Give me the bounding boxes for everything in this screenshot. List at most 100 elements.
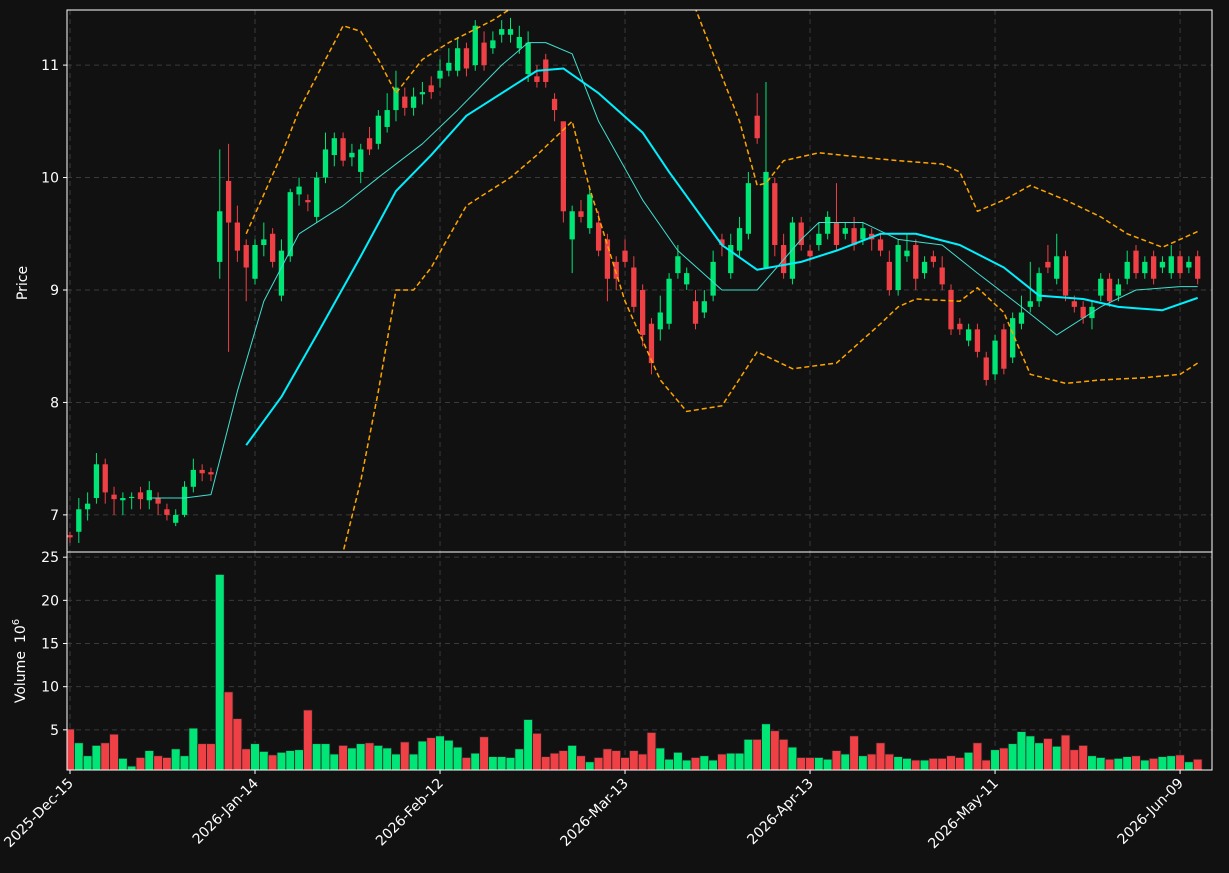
volume-bar [981,759,992,770]
candle-body [234,222,241,251]
volume-bar [673,751,683,770]
volume-bar [769,730,780,770]
y-tick-label: 7 [50,508,59,524]
volume-bar [144,750,155,770]
volume-bar [549,752,560,770]
volume-bar [514,748,525,770]
volume-bar [937,757,947,770]
volume-bar [426,737,437,770]
candle-body [983,357,989,380]
candle-body [454,48,461,71]
candle-body [137,492,144,500]
candle-body [772,183,778,246]
volume-bar [523,719,533,770]
volume-bar [540,756,551,770]
y-tick-label: 8 [50,395,59,411]
volume-bar [990,749,1000,770]
candle-body [957,323,963,330]
candle-body [974,329,981,352]
candle-body [331,138,337,156]
candle-body [243,245,249,268]
volume-bar [629,750,639,770]
overlay-line [342,120,1199,552]
candle-body [287,192,293,257]
candle-body [111,494,117,500]
volume-bar [752,738,762,770]
volume-bar [1087,755,1097,770]
volume-bar [664,758,674,770]
volume-bar [294,749,304,770]
candle-body [164,509,170,515]
candle-body [551,98,558,111]
candle-body [948,289,954,330]
volume-bar [241,748,252,770]
candle-body [675,256,681,274]
candle-body [1195,256,1201,279]
volume-bar [135,757,146,770]
candle-body [886,261,892,290]
candle-body [525,42,531,75]
volume-bar [796,757,807,770]
candle-body [913,245,919,279]
candle-body [155,498,161,504]
volume-bar [593,757,604,770]
candle-body [437,70,443,79]
candle-body [763,171,769,268]
candle-body [1124,261,1130,279]
candle-body [1115,284,1122,296]
volume-bar [285,750,296,770]
volume-bar [329,753,340,770]
candle-body [463,48,470,69]
volume-bar [1051,745,1062,770]
candle-body [252,245,258,279]
candle-body [1062,256,1069,296]
volume-bar [928,757,939,770]
candle-body [446,62,452,71]
overlay-line [245,67,1199,446]
candle-body [587,194,593,229]
volume-bar [840,753,851,770]
candle-body [798,222,804,246]
volume-bar [1131,755,1141,770]
volume-bar [82,755,93,770]
volume-exponent: 6 [11,619,22,625]
candle-body [296,186,302,195]
candle-body [1168,256,1174,274]
volume-bar [1034,742,1044,770]
candle-body [76,509,82,532]
candle-body [860,228,866,240]
candle-body [322,149,329,178]
candle-body [1106,278,1113,302]
volume-bar [955,757,965,770]
y-axis-label: Price [15,266,31,300]
volume-bar [1122,756,1133,770]
volume-bar [999,747,1009,770]
volume-bar [1113,757,1124,770]
volume-bar [822,758,833,770]
volume-bar [1184,761,1194,770]
candle-body [146,490,152,501]
candle-body [261,239,267,246]
volume-bar [761,723,771,770]
candle-body [472,25,478,66]
volume-bar [611,750,622,770]
volume-bar [734,752,745,770]
volume-bar [267,754,278,770]
candle-body [692,301,699,324]
candle-body [1010,318,1016,358]
volume-bar [320,743,331,770]
candle-body [507,29,514,35]
volume-bar [972,742,983,770]
overlay-layer [149,10,1199,552]
candle-body [516,36,522,49]
volume-bar [919,759,930,770]
candle-body [595,222,602,251]
volume-bar [170,748,181,770]
volume-bar [399,741,410,770]
candle-body [1133,250,1139,274]
candle-body [736,228,743,251]
volume-frame [66,551,1213,771]
candle-body [93,464,100,499]
volume-bar [602,748,613,770]
volume-bar [849,735,859,770]
